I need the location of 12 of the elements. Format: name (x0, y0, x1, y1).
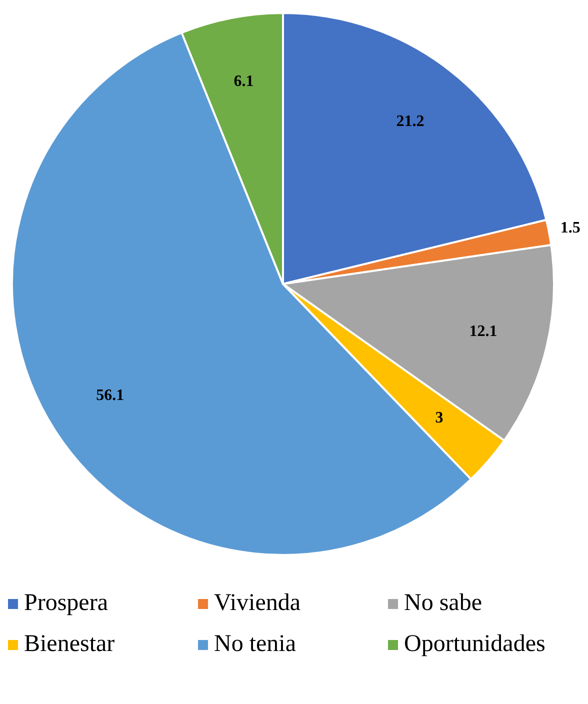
data-label: 56.1 (96, 387, 124, 404)
legend-label: Prospera (24, 590, 108, 617)
legend-label: Bienestar (24, 631, 115, 658)
data-label: 6.1 (234, 72, 254, 90)
legend-label: Oportunidades (404, 631, 546, 658)
legend-label: No sabe (404, 590, 482, 617)
data-label: 3 (435, 409, 444, 426)
data-label: 12.1 (469, 323, 498, 340)
legend-label: Vivienda (214, 590, 301, 617)
legend-label: No tenia (214, 631, 296, 658)
data-label: 21.2 (396, 113, 424, 130)
data-label: 1.5 (560, 219, 580, 236)
